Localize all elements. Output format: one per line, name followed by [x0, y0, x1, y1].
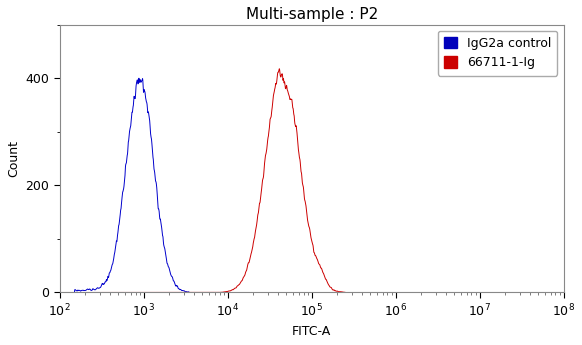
Title: Multi-sample : P2: Multi-sample : P2 — [246, 7, 378, 22]
Y-axis label: Count: Count — [7, 140, 20, 177]
Legend: IgG2a control, 66711-1-Ig: IgG2a control, 66711-1-Ig — [438, 31, 558, 76]
X-axis label: FITC-A: FITC-A — [292, 325, 331, 338]
